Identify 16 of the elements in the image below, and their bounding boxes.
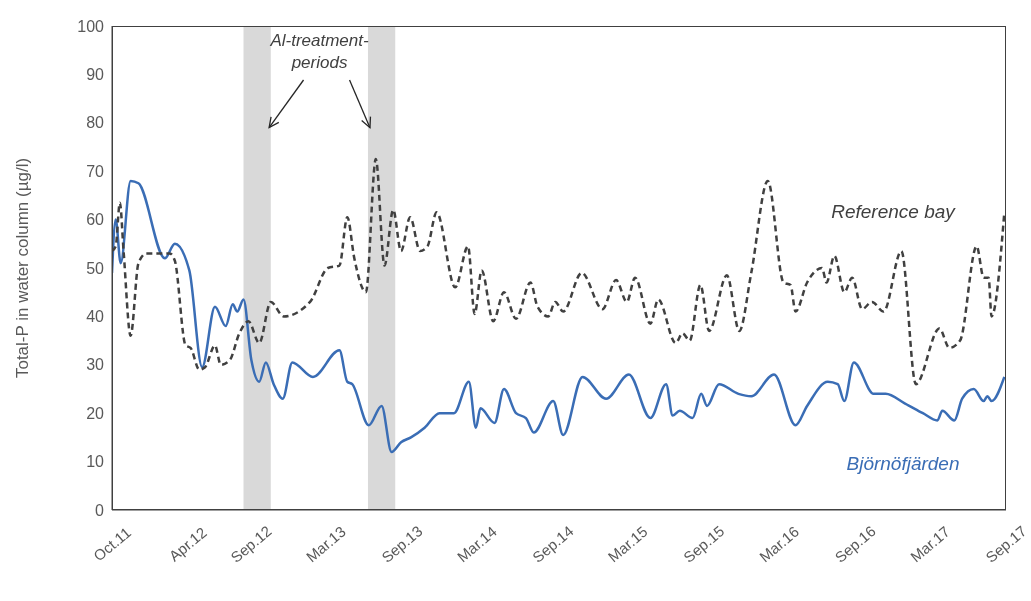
y-tick-label: 100 [77, 17, 105, 35]
annotation: Al-treatment-periods [269, 31, 370, 72]
series-label: Björnöfjärden [846, 453, 960, 474]
y-tick-label: 0 [95, 501, 105, 519]
y-tick-label: 40 [86, 308, 105, 326]
y-tick-label: 80 [86, 114, 105, 132]
y-tick-label: 20 [86, 404, 105, 422]
y-axis-title: Total-P in water column (µg/l) [13, 157, 33, 379]
y-tick-label: 70 [86, 162, 105, 180]
y-tick-label: 60 [86, 211, 105, 229]
series-label: Reference bay [831, 201, 957, 222]
y-tick-label: 10 [86, 453, 105, 471]
y-tick-label: 30 [86, 356, 105, 374]
y-tick-label: 50 [86, 259, 105, 277]
line-series [112, 179, 1006, 454]
y-tick-label: 90 [86, 66, 105, 84]
